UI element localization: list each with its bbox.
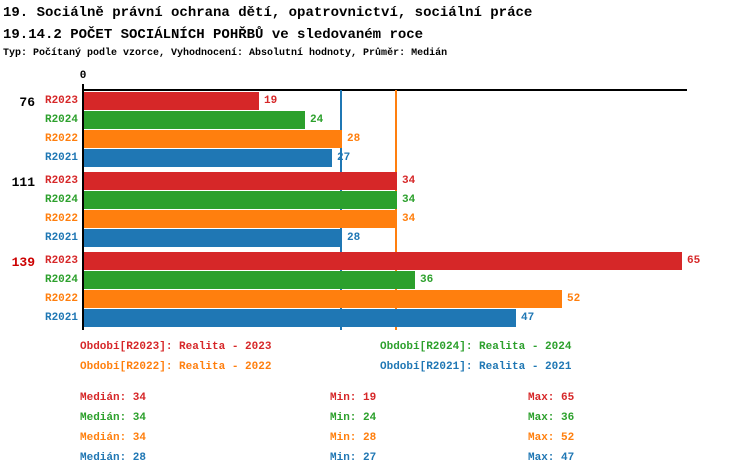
category-axis-line xyxy=(82,84,84,330)
row-label-R2022: R2022 xyxy=(44,133,78,145)
bar-R2023 xyxy=(84,172,397,190)
bar-value-label: 28 xyxy=(347,133,361,145)
legend-item: Období[R2022]: Realita - 2022 xyxy=(80,361,272,373)
row-label-R2023: R2023 xyxy=(44,255,78,267)
value-axis-line xyxy=(82,89,687,91)
row-label-R2022: R2022 xyxy=(44,213,78,225)
stat-median: Medián: 34 xyxy=(80,432,147,444)
bar-value-label: 34 xyxy=(402,213,416,225)
row-label-R2021: R2021 xyxy=(44,312,78,324)
bar-R2021 xyxy=(84,149,332,167)
stat-max: Max: 36 xyxy=(528,412,575,424)
row-label-R2022: R2022 xyxy=(44,293,78,305)
row-label-R2021: R2021 xyxy=(44,232,78,244)
bar-R2024 xyxy=(84,191,397,209)
bar-value-label: 19 xyxy=(264,95,278,107)
row-label-R2023: R2023 xyxy=(44,95,78,107)
chart-title-line2: 19.14.2 POČET SOCIÁLNÍCH POHŘBŮ ve sledo… xyxy=(3,27,424,43)
stat-max: Max: 65 xyxy=(528,392,575,404)
bar-value-label: 34 xyxy=(402,194,416,206)
stat-max: Max: 52 xyxy=(528,432,575,444)
bar-R2022 xyxy=(84,290,562,308)
bar-value-label: 24 xyxy=(310,114,324,126)
bar-R2023 xyxy=(84,252,682,270)
bar-R2024 xyxy=(84,271,415,289)
legend-item: Období[R2021]: Realita - 2021 xyxy=(380,361,572,373)
stat-median: Medián: 34 xyxy=(80,392,147,404)
bar-R2022 xyxy=(84,130,342,148)
bar-R2021 xyxy=(84,229,342,247)
value-axis-zero-tick-label: 0 xyxy=(79,70,87,82)
bar-value-label: 34 xyxy=(402,175,416,187)
stat-max: Max: 47 xyxy=(528,452,575,464)
chart-title-line1: 19. Sociálně právní ochrana dětí, opatro… xyxy=(3,5,533,21)
bar-value-label: 36 xyxy=(420,274,434,286)
group-label: 139 xyxy=(11,255,35,270)
stat-min: Min: 27 xyxy=(330,452,377,464)
bar-value-label: 28 xyxy=(347,232,361,244)
bar-R2024 xyxy=(84,111,305,129)
chart-subtitle: Typ: Počítaný podle vzorce, Vyhodnocení:… xyxy=(3,48,448,59)
row-label-R2023: R2023 xyxy=(44,175,78,187)
bar-value-label: 52 xyxy=(567,293,581,305)
bar-value-label: 47 xyxy=(521,312,535,324)
bar-R2021 xyxy=(84,309,516,327)
row-label-R2024: R2024 xyxy=(44,194,78,206)
bar-R2023 xyxy=(84,92,259,110)
legend-item: Období[R2024]: Realita - 2024 xyxy=(380,341,572,353)
stat-min: Min: 24 xyxy=(330,412,377,424)
row-label-R2021: R2021 xyxy=(44,152,78,164)
row-label-R2024: R2024 xyxy=(44,114,78,126)
stat-min: Min: 19 xyxy=(330,392,377,404)
group-label: 111 xyxy=(11,175,35,190)
plot-area: 0 76 R2023 19 R2024 24 R2022 28 R2021 27 111 R2023… xyxy=(11,70,701,330)
bar-value-label: 27 xyxy=(337,152,351,164)
stat-min: Min: 28 xyxy=(330,432,377,444)
bar-R2022 xyxy=(84,210,397,228)
stat-median: Medián: 34 xyxy=(80,412,147,424)
row-label-R2024: R2024 xyxy=(44,274,78,286)
stat-median: Medián: 28 xyxy=(80,452,147,464)
legend-item: Období[R2023]: Realita - 2023 xyxy=(80,341,272,353)
bar-value-label: 65 xyxy=(687,255,701,267)
group-label: 76 xyxy=(19,95,35,110)
